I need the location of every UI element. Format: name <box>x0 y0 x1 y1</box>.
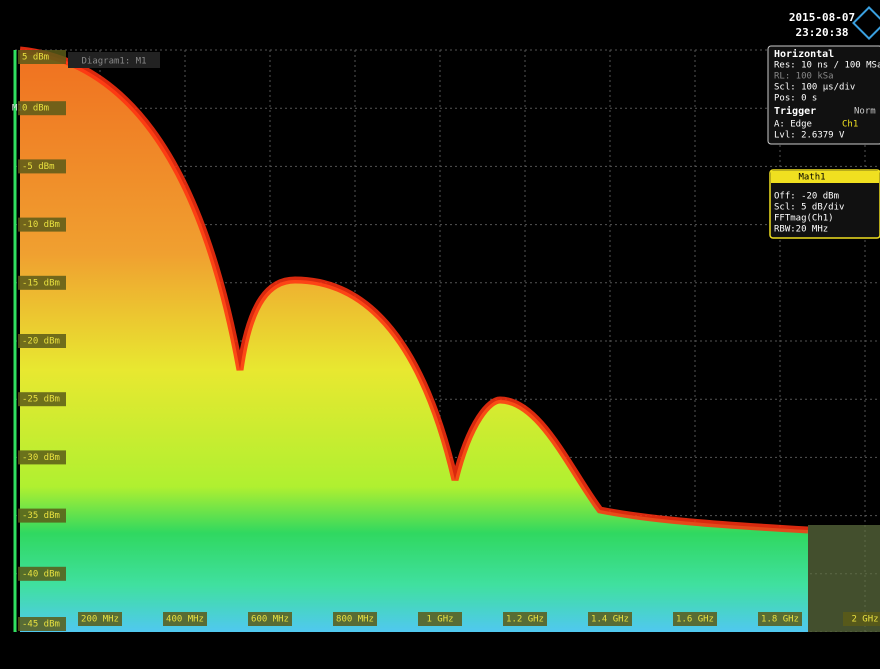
y-label-box <box>18 50 66 64</box>
x-tick-label: 200 MHz <box>81 615 119 625</box>
x-tick-label: 1 GHz <box>426 615 453 625</box>
x-label-box <box>503 612 547 626</box>
y-tick-label: -20 dBm <box>22 337 60 347</box>
math-line: Off: -20 dBm <box>774 192 839 202</box>
y-label-box <box>18 159 66 174</box>
y-label-box <box>18 101 66 116</box>
y-label-box <box>18 275 66 290</box>
y-label-box <box>18 392 66 407</box>
x-tick-label: 1.8 GHz <box>761 615 799 625</box>
trigger-level: Lvl: 2.6379 V <box>774 131 845 141</box>
x-tick-label: 400 MHz <box>166 615 204 625</box>
y-label-box <box>18 217 66 232</box>
y-tick-label: -30 dBm <box>22 453 60 463</box>
trigger-title: Trigger <box>774 105 816 117</box>
y-label-box <box>18 450 66 465</box>
y-tick-label: -35 dBm <box>22 511 60 521</box>
math-panel <box>769 169 880 239</box>
y-tick-label: -45 dBm <box>22 620 60 630</box>
trigger-mode: Norm <box>854 107 876 117</box>
marker-label: M1 <box>12 104 23 114</box>
spectrum-persistence <box>20 50 808 632</box>
x-label-box <box>588 612 632 626</box>
y-tick-label: -25 dBm <box>22 395 60 405</box>
math-header <box>771 171 879 183</box>
bottom-bar <box>0 632 880 669</box>
y-tick-label: -10 dBm <box>22 220 60 230</box>
x-tick-label: 600 MHz <box>251 615 289 625</box>
x-label-box <box>78 612 122 626</box>
math-title: Math1 <box>798 173 825 183</box>
y-tick-label: -40 dBm <box>22 569 60 579</box>
x-label-box <box>248 612 292 626</box>
diagram-label: Diagram1: M1 <box>81 57 146 67</box>
spectrum-envelope <box>19 46 809 534</box>
x-tick-label: 2 GHz <box>851 615 878 625</box>
logo <box>852 6 880 40</box>
trigger-channel: Ch1 <box>842 120 858 130</box>
y-tick-label: -15 dBm <box>22 278 60 288</box>
horizontal-line: RL: 100 kSa <box>774 72 834 82</box>
horizontal-line: Res: 10 ns / 100 MSa <box>774 61 880 71</box>
diagram-tab <box>68 52 160 68</box>
time: 23:20:38 <box>796 26 849 39</box>
x-tick-label: 1.6 GHz <box>676 615 714 625</box>
y-label-box <box>18 566 66 581</box>
y-label-box <box>18 334 66 348</box>
math-line: FFTmag(Ch1) <box>774 214 834 224</box>
math-line: Scl: 5 dB/div <box>774 203 844 213</box>
x-tick-label: 800 MHz <box>336 615 374 625</box>
y-label-box <box>18 617 66 631</box>
x-label-box <box>843 612 880 626</box>
horizontal-line: Pos: 0 s <box>774 94 817 104</box>
math-line: RBW:20 MHz <box>774 225 828 235</box>
x-label-box <box>333 612 377 626</box>
x-tick-label: 1.4 GHz <box>591 615 629 625</box>
x-label-box <box>673 612 717 626</box>
y-tick-label: 0 dBm <box>22 104 49 114</box>
y-label-box <box>18 508 66 523</box>
x-label-box <box>163 612 207 626</box>
date: 2015-08-07 <box>789 11 855 24</box>
x-tick-label: 1.2 GHz <box>506 615 544 625</box>
horizontal-title: Horizontal <box>774 48 834 60</box>
trigger-source: A: Edge <box>774 120 812 130</box>
x-label-box <box>418 612 462 626</box>
x-label-box <box>758 612 802 626</box>
horizontal-line: Scl: 100 µs/div <box>774 83 855 93</box>
y-tick-label: -5 dBm <box>22 162 55 172</box>
y-tick-label: 5 dBm <box>22 53 49 63</box>
horizontal-panel <box>767 45 880 145</box>
